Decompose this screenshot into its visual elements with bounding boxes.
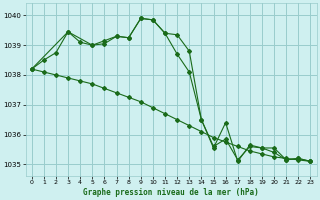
X-axis label: Graphe pression niveau de la mer (hPa): Graphe pression niveau de la mer (hPa) [83,188,259,197]
